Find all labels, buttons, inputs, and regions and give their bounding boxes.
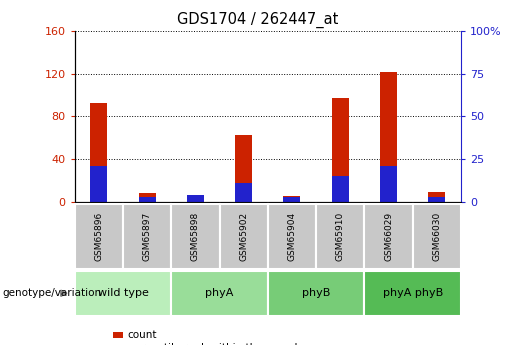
Text: GSM65904: GSM65904 [287, 212, 297, 261]
Text: GDS1704 / 262447_at: GDS1704 / 262447_at [177, 12, 338, 28]
Text: phyA: phyA [205, 288, 234, 298]
Bar [139, 197, 156, 202]
Text: GSM66029: GSM66029 [384, 212, 393, 261]
Bar [428, 197, 445, 202]
Text: phyB: phyB [302, 288, 330, 298]
Text: GSM65898: GSM65898 [191, 212, 200, 261]
Bar [90, 102, 107, 202]
Bar [332, 98, 349, 202]
Text: GSM65902: GSM65902 [239, 212, 248, 261]
Text: GSM65897: GSM65897 [143, 212, 151, 261]
Bar [380, 72, 397, 202]
Bar [187, 195, 204, 202]
Bar [283, 197, 300, 202]
Text: wild type: wild type [97, 288, 148, 298]
Text: GSM65896: GSM65896 [94, 212, 104, 261]
Text: genotype/variation: genotype/variation [3, 288, 101, 298]
Text: GSM65910: GSM65910 [336, 212, 345, 261]
Bar [428, 192, 445, 202]
Bar [187, 195, 204, 202]
Bar [332, 176, 349, 202]
Bar [139, 193, 156, 202]
Bar [90, 166, 107, 202]
Bar [283, 197, 300, 202]
Text: percentile rank within the sample: percentile rank within the sample [128, 344, 304, 345]
Text: GSM66030: GSM66030 [432, 212, 441, 261]
Bar [235, 183, 252, 202]
Text: count: count [128, 330, 157, 339]
Bar [235, 135, 252, 202]
Bar [380, 166, 397, 202]
Text: phyA phyB: phyA phyB [383, 288, 443, 298]
